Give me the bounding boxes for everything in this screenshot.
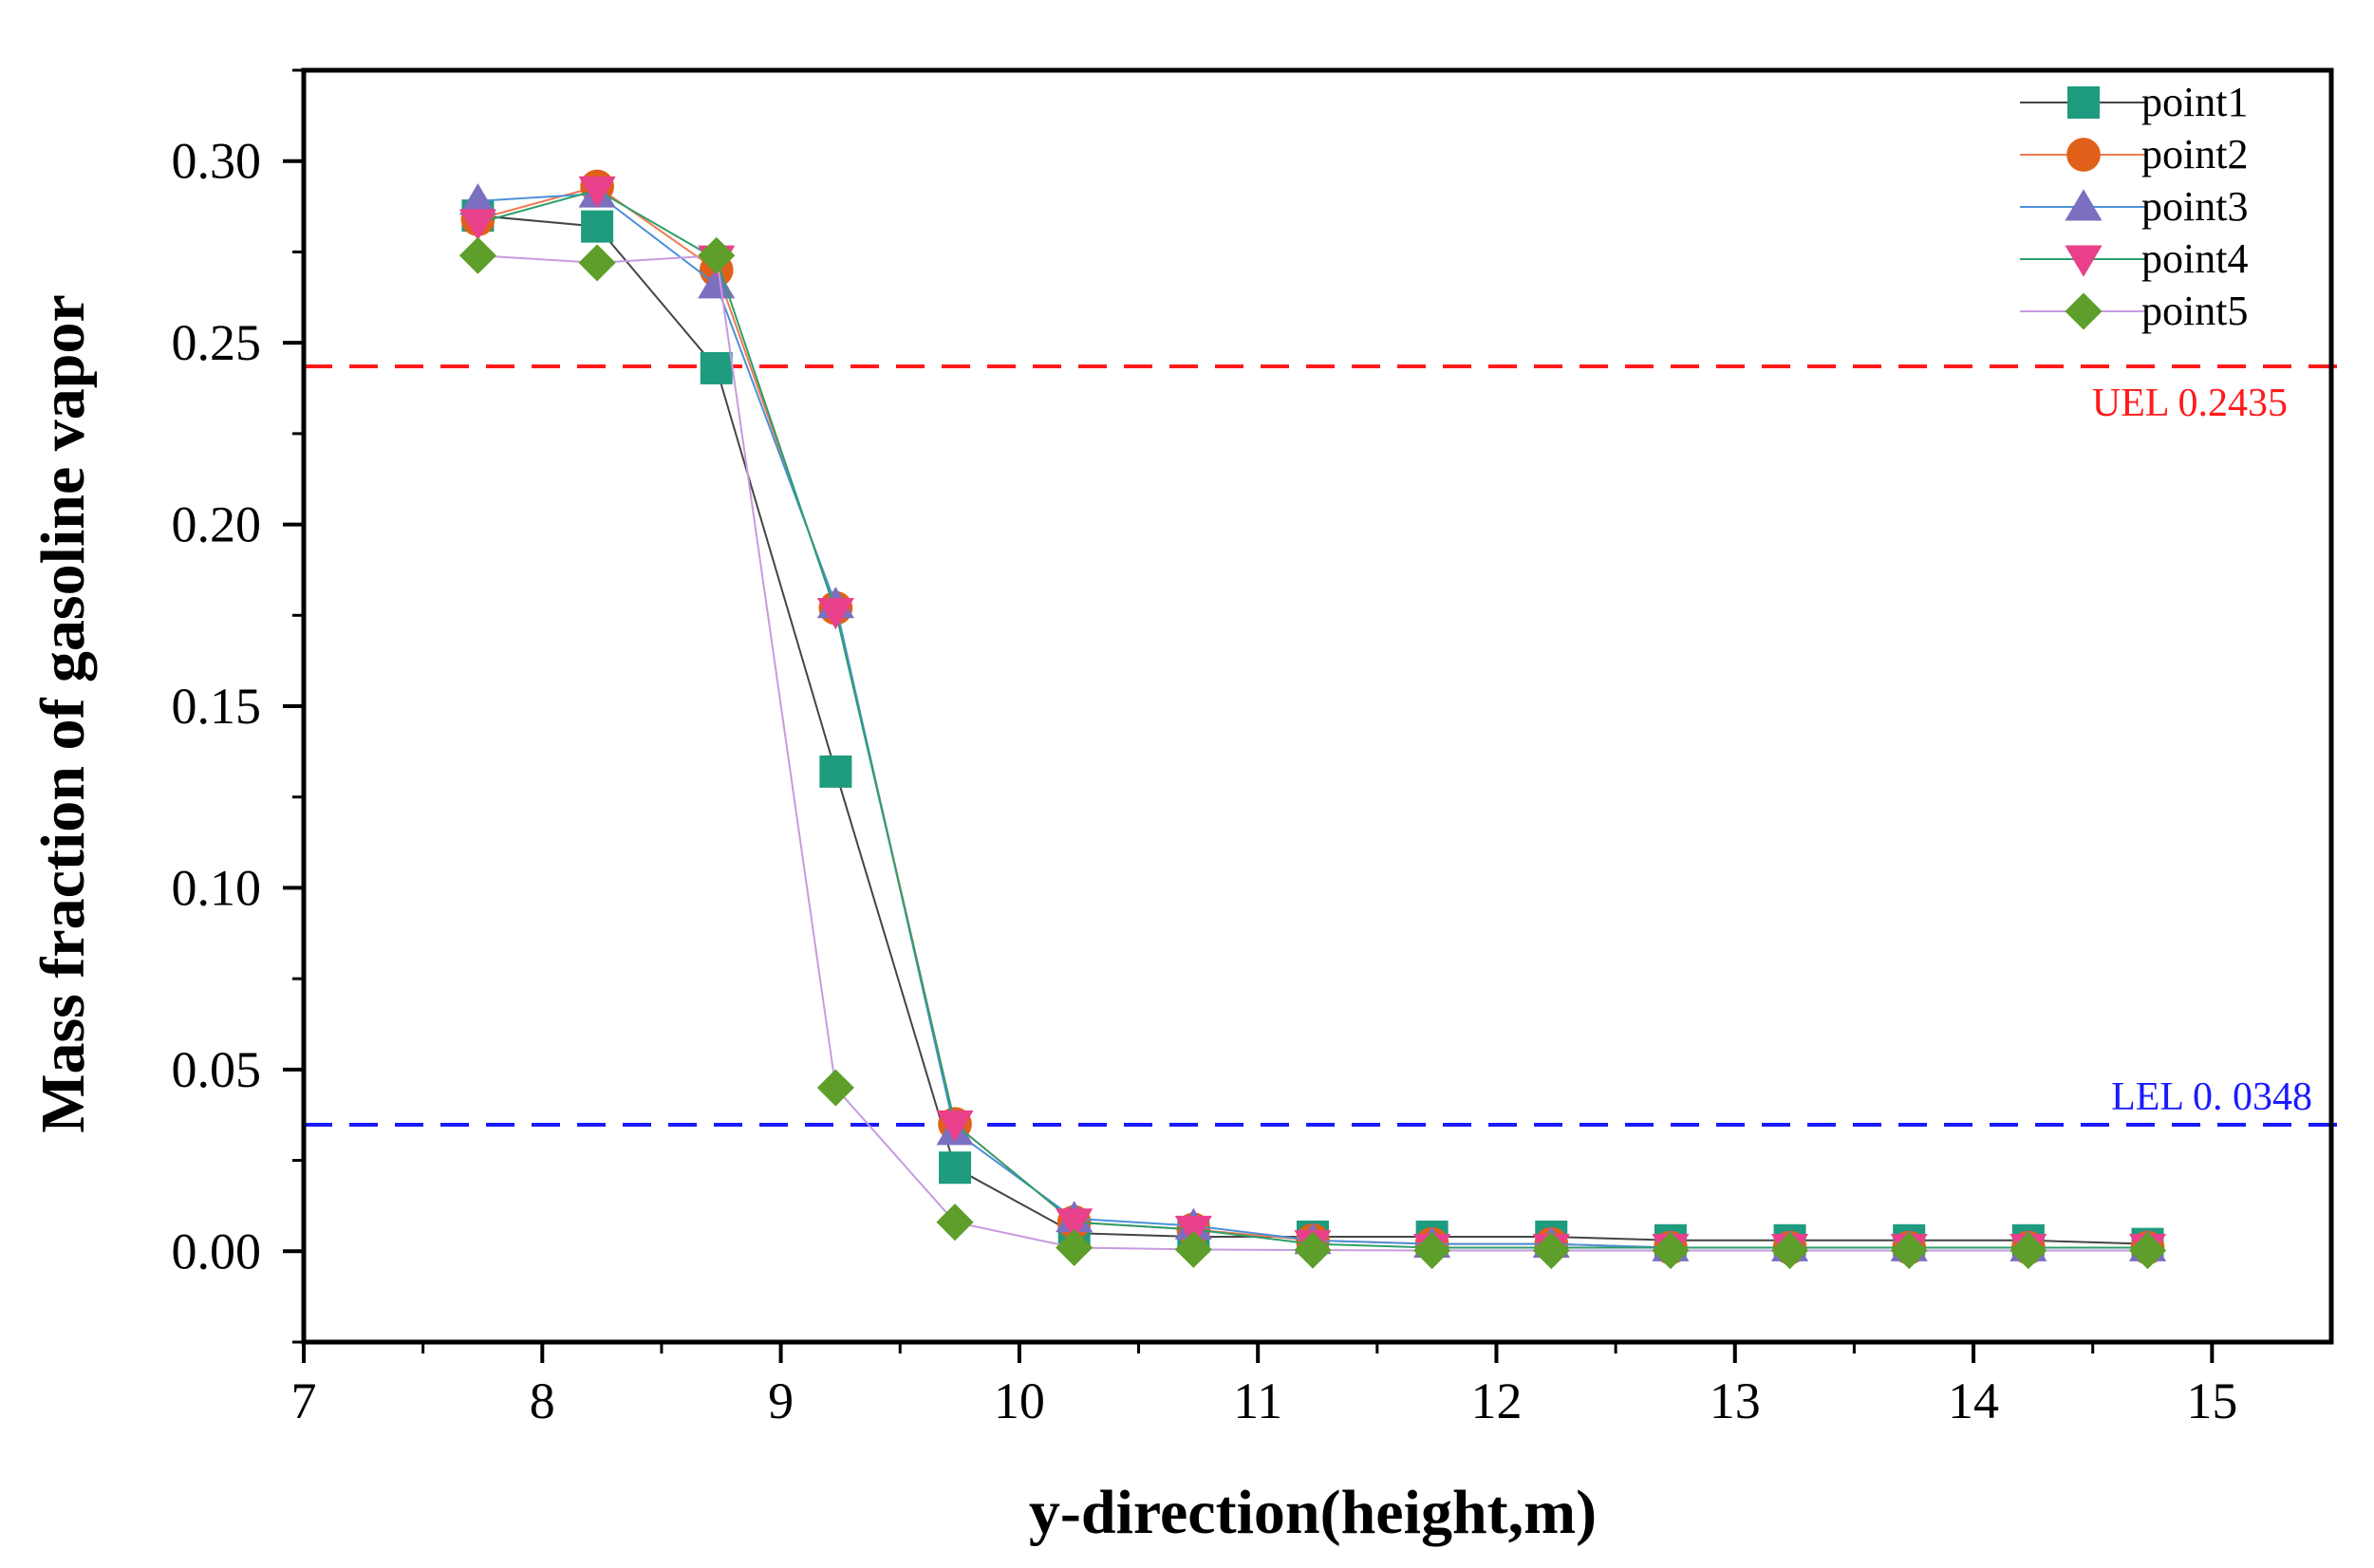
x-tick-label: 11 xyxy=(1233,1372,1282,1429)
x-tick-label: 13 xyxy=(1710,1372,1761,1429)
data-point-point5 xyxy=(2009,1231,2047,1270)
legend-label: point3 xyxy=(2141,183,2248,230)
x-tick-label: 14 xyxy=(1948,1372,1999,1429)
x-tick-label: 9 xyxy=(768,1372,794,1429)
legend-label: point1 xyxy=(2141,79,2248,125)
data-point-point5 xyxy=(578,244,616,282)
data-point-point5 xyxy=(1294,1231,1332,1269)
y-axis-title: Mass fraction of gasoline vapor xyxy=(28,294,98,1133)
y-tick-label: 0.25 xyxy=(172,314,262,371)
data-point-point1 xyxy=(939,1151,972,1185)
data-point-point1 xyxy=(819,755,852,788)
legend-item-point4: point4 xyxy=(2020,235,2248,282)
data-point-point3 xyxy=(458,183,496,215)
series-line-point5 xyxy=(477,254,2148,1252)
data-point-point5 xyxy=(698,236,736,274)
series-line-point4 xyxy=(477,189,2148,1249)
x-tick-label: 12 xyxy=(1470,1372,1522,1429)
series-layer xyxy=(458,169,2167,1270)
x-tick-label: 8 xyxy=(530,1372,555,1429)
y-tick-label: 0.05 xyxy=(172,1041,262,1098)
data-point-point3 xyxy=(698,267,736,299)
data-point-point4 xyxy=(1056,1208,1094,1241)
ref-label-lel: LEL 0. 0348 xyxy=(2111,1075,2312,1119)
data-point-point4 xyxy=(936,1110,974,1142)
y-tick-label: 0.20 xyxy=(172,496,262,553)
legend-marker-point3 xyxy=(2065,189,2103,221)
data-point-point5 xyxy=(2128,1231,2167,1270)
x-tick-label: 7 xyxy=(291,1372,317,1429)
x-tick-label: 15 xyxy=(2186,1372,2237,1429)
legend-item-point2: point2 xyxy=(2020,131,2248,177)
data-point-point5 xyxy=(1771,1231,1809,1270)
y-tick-label: 0.10 xyxy=(172,859,262,916)
series-line-point3 xyxy=(477,193,2148,1249)
series-point4 xyxy=(458,176,2167,1266)
legend-item-point3: point3 xyxy=(2020,183,2248,230)
y-tick-label: 0.15 xyxy=(172,678,262,735)
reference-lines: UEL 0.2435 LEL 0. 0348 xyxy=(304,364,2354,1128)
data-point-point1 xyxy=(581,210,614,243)
data-point-point5 xyxy=(1413,1231,1451,1270)
legend-item-point5: point5 xyxy=(2020,288,2248,334)
series-point1 xyxy=(461,199,2164,1260)
legend-marker-point5 xyxy=(2065,292,2103,330)
axes: 7 8 9 10 11 12 13 14 15 0.00 0.05 0.10 0.15 0.20 0.25 0… xyxy=(172,67,2334,1429)
y-tick-label: 0.30 xyxy=(172,133,262,190)
data-point-point4 xyxy=(578,176,616,209)
legend-label: point5 xyxy=(2141,288,2248,334)
data-point-point5 xyxy=(1056,1228,1094,1267)
ref-label-uel: UEL 0.2435 xyxy=(2092,382,2288,425)
data-point-point5 xyxy=(1652,1231,1690,1270)
data-point-point4 xyxy=(458,209,496,241)
legend-label: point2 xyxy=(2141,131,2248,177)
data-point-point5 xyxy=(936,1204,974,1241)
data-point-point5 xyxy=(1890,1231,1928,1270)
data-point-point4 xyxy=(816,598,854,630)
data-point-point5 xyxy=(816,1069,854,1107)
legend: point1 point2 point3 point4 point5 xyxy=(2020,79,2248,334)
series-point3 xyxy=(458,176,2167,1261)
x-tick-label: 10 xyxy=(994,1372,1045,1429)
data-point-point5 xyxy=(1174,1230,1212,1268)
y-tick-label: 0.00 xyxy=(172,1223,262,1279)
series-line-point2 xyxy=(477,185,2148,1249)
data-point-point5 xyxy=(1532,1231,1570,1270)
legend-marker-point2 xyxy=(2066,138,2101,172)
legend-marker-point1 xyxy=(2067,86,2100,119)
series-point2 xyxy=(460,169,2165,1265)
data-point-point5 xyxy=(458,236,496,274)
x-axis-title: y-direction(height,m) xyxy=(1029,1478,1597,1547)
legend-label: point4 xyxy=(2141,235,2248,282)
legend-marker-point4 xyxy=(2065,245,2103,277)
series-point5 xyxy=(458,236,2167,1270)
data-point-point1 xyxy=(700,351,733,384)
legend-item-point1: point1 xyxy=(2020,79,2248,125)
